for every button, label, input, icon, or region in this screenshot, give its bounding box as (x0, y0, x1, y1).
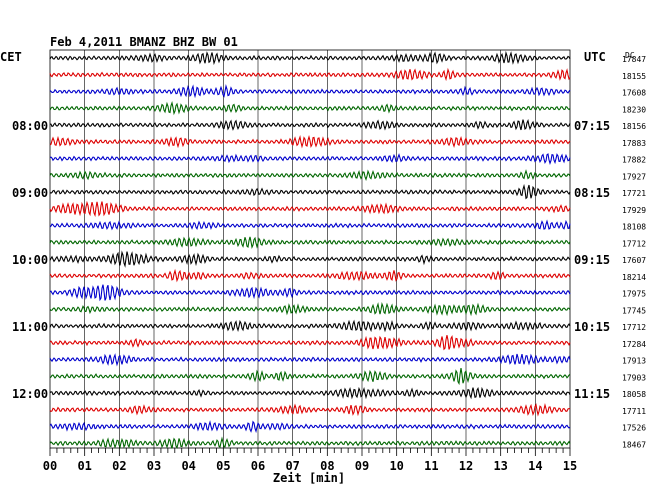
dc-value-label: 17712 (622, 239, 646, 248)
dc-value-label: 17712 (622, 323, 646, 332)
trace-line (49, 119, 571, 131)
trace-line (49, 169, 571, 182)
trace-line (49, 200, 571, 218)
utc-time-label: 07:15 (574, 119, 610, 133)
trace-line (49, 183, 571, 200)
cet-time-label: 10:00 (12, 253, 48, 267)
grid (49, 49, 571, 449)
x-tick-label: 03 (147, 459, 161, 473)
trace-line (49, 135, 571, 149)
dc-value-label: 17607 (622, 256, 646, 265)
dc-value-label: 17526 (622, 424, 646, 433)
dc-value-label: 17913 (622, 357, 646, 366)
dc-value-label: 17721 (622, 189, 646, 198)
trace-line (49, 268, 571, 283)
trace-line (49, 250, 571, 268)
x-tick-label: 15 (563, 459, 577, 473)
dc-value-label: 17608 (622, 89, 646, 98)
dc-value-label: 17927 (622, 172, 646, 181)
traces (49, 50, 571, 449)
utc-time-label: 11:15 (574, 387, 610, 401)
labels: 17847 18155 17608 18230 18156 17883 17882 17927… (12, 55, 646, 449)
x-tick-label: 01 (77, 459, 91, 473)
dc-label: DC (625, 51, 635, 60)
dc-value-label: 18214 (622, 273, 646, 282)
dc-value-label: 18155 (622, 72, 646, 81)
dc-value-label: 18230 (622, 105, 646, 114)
trace-line (49, 101, 571, 116)
x-tick-label: 08 (320, 459, 334, 473)
trace-line (49, 67, 571, 82)
trace-line (49, 402, 571, 417)
x-tick-label: 07 (285, 459, 299, 473)
trace-line (49, 236, 571, 249)
utc-axis-label: UTC (584, 50, 606, 64)
trace-line (49, 367, 571, 386)
cet-axis-label: CET (0, 50, 22, 64)
dc-value-label: 17929 (622, 206, 646, 215)
cet-time-label: 09:00 (12, 186, 48, 200)
x-tick-label: 09 (355, 459, 369, 473)
x-axis: 00 01 02 03 04 05 06 07 08 09 10 11 12 13 14 15 (43, 448, 577, 473)
x-tick-label: 00 (43, 459, 57, 473)
utc-time-label: 08:15 (574, 186, 610, 200)
cet-time-label: 11:00 (12, 320, 48, 334)
x-axis-label: Zeit [min] (273, 471, 345, 485)
x-tick-label: 14 (528, 459, 542, 473)
x-tick-label: 05 (216, 459, 230, 473)
utc-time-label: 10:15 (574, 320, 610, 334)
x-tick-label: 11 (424, 459, 438, 473)
dc-value-label: 17882 (622, 156, 646, 165)
dc-value-label: 18108 (622, 223, 646, 232)
dc-value-label: 17883 (622, 139, 646, 148)
cet-time-label: 08:00 (12, 119, 48, 133)
dc-value-label: 18467 (622, 440, 646, 449)
trace-line (49, 84, 571, 99)
dc-value-label: 18058 (622, 390, 646, 399)
trace-line (49, 386, 571, 400)
x-tick-label: 02 (112, 459, 126, 473)
trace-line (49, 334, 571, 351)
x-tick-label: 10 (389, 459, 403, 473)
x-tick-label: 06 (251, 459, 265, 473)
trace-line (49, 153, 571, 165)
dc-value-label: 17847 (622, 55, 646, 64)
dc-value-label: 17903 (622, 373, 646, 382)
dc-value-label: 17975 (622, 290, 646, 299)
trace-line (49, 302, 571, 317)
trace-line (49, 219, 571, 231)
dc-value-label: 17745 (622, 306, 646, 315)
cet-time-label: 12:00 (12, 387, 48, 401)
trace-line (49, 50, 571, 66)
chart-title: Feb 4,2011 BMANZ BHZ BW 01 (50, 35, 238, 49)
trace-line (49, 436, 571, 449)
trace-line (49, 420, 571, 434)
trace-line (49, 284, 571, 302)
trace-line (49, 319, 571, 333)
trace-line (49, 353, 571, 367)
x-tick-label: 04 (181, 459, 195, 473)
dc-value-label: 18156 (622, 122, 646, 131)
plot-frame (49, 49, 571, 449)
utc-time-label: 09:15 (574, 253, 610, 267)
dc-value-label: 17711 (622, 407, 646, 416)
dc-value-label: 17284 (622, 340, 646, 349)
x-tick-label: 13 (493, 459, 507, 473)
x-tick-label: 12 (459, 459, 473, 473)
